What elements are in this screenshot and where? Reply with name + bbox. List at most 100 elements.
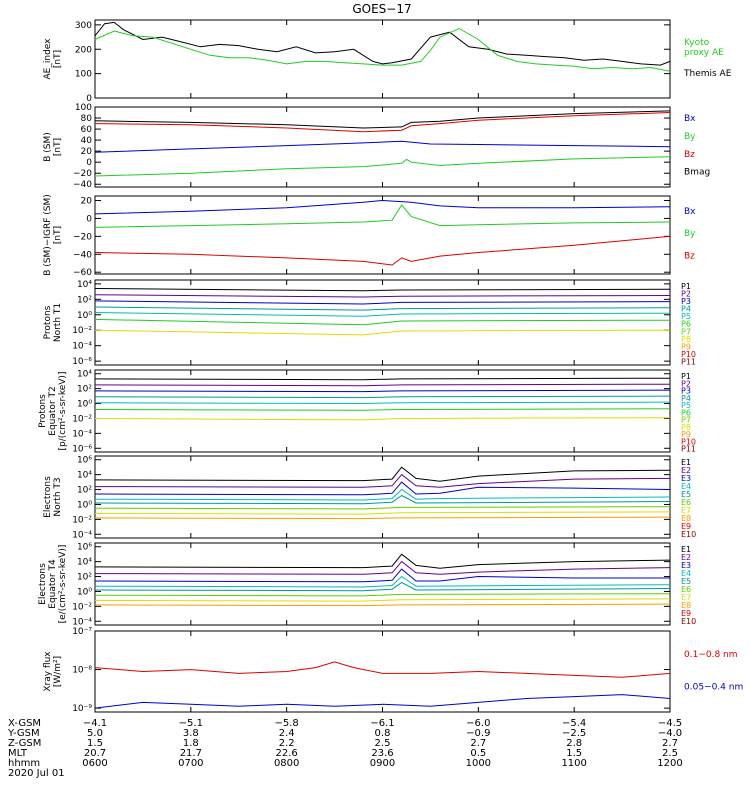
legend-p11: P11 — [681, 445, 696, 454]
ytick-label: −20 — [73, 169, 92, 179]
ephemeris-value: −6.0 — [466, 718, 490, 729]
ephemeris-row-label: X-GSM — [8, 718, 41, 729]
series-line-e4 — [94, 488, 671, 501]
ytick-label: −40 — [73, 250, 92, 260]
ephemeris-value: −5.4 — [562, 718, 586, 729]
legend-p6: P6 — [681, 320, 691, 329]
y-axis-label: AE_index — [43, 38, 53, 80]
y-axis-label: B (SM)−IGRF (SM) — [43, 194, 53, 276]
legend-by: By — [684, 229, 696, 239]
legend-p2: P2 — [681, 290, 691, 299]
ytick-label: 200 — [75, 45, 92, 55]
ephemeris-value: 0600 — [82, 758, 107, 769]
ytick-label: 10⁻⁴ — [72, 530, 92, 540]
legend-p3: P3 — [681, 387, 691, 396]
legend-00504nm: 0.05−0.4 nm — [684, 682, 743, 692]
ytick-label: 10⁻⁴ — [72, 342, 92, 352]
y-axis-label: [nT] — [53, 50, 63, 68]
series-line-p3 — [94, 300, 671, 305]
ephemeris-value: −4.5 — [658, 718, 682, 729]
series-line-e6 — [94, 506, 671, 510]
ytick-label: 10⁰ — [77, 587, 92, 597]
ytick-label: 10⁻⁶ — [72, 444, 92, 454]
legend-p9: P9 — [681, 342, 691, 351]
panel-p_north: 10⁴ 10² 10⁰ 10⁻² 10⁻⁴ 10⁻⁶ Protons North T1 P1P2… — [43, 279, 696, 367]
series-line-p2 — [94, 383, 671, 387]
series-line-e2 — [94, 473, 671, 488]
y-axis-label: B (SM) — [43, 132, 53, 162]
ytick-label: 10⁻² — [72, 602, 92, 612]
legend-p1: P1 — [681, 282, 691, 291]
ytick-label: 10⁴ — [77, 471, 92, 481]
series-line-p4 — [94, 306, 671, 311]
y-axis-label: North T1 — [53, 303, 63, 342]
panel-p_eq: 10⁴ 10² 10⁰ 10⁻² 10⁻⁴ 10⁻⁶ Protons Equator T2 [p… — [38, 369, 696, 454]
y-axis-label: [W/m²] — [53, 656, 63, 687]
y-axis-label: North T3 — [53, 477, 63, 516]
ephemeris-value: −0.9 — [466, 728, 490, 739]
ytick-label: 100 — [75, 103, 92, 113]
ytick-label: 10² — [77, 486, 92, 496]
legend-e2: E2 — [681, 466, 691, 475]
legend-e6: E6 — [681, 585, 691, 594]
series-line-p3 — [94, 389, 671, 393]
ephemeris-value: 2.2 — [279, 738, 295, 749]
series-line-e5 — [94, 581, 671, 592]
series-line-p1 — [94, 288, 671, 292]
ytick-label: 20 — [81, 147, 93, 157]
y-axis-label: Protons — [43, 305, 53, 339]
legend-p6: P6 — [681, 408, 691, 417]
series-line-bx — [94, 199, 671, 215]
series-line-bz — [94, 112, 671, 133]
ytick-label: 10⁰ — [77, 400, 92, 410]
legend-e1: E1 — [681, 458, 691, 467]
legend-p4: P4 — [681, 305, 691, 314]
ephemeris-value: 2.7 — [662, 738, 678, 749]
ephemeris-value: −2.5 — [562, 728, 586, 739]
legend-p5: P5 — [681, 401, 691, 410]
ytick-label: 10⁰ — [77, 500, 92, 510]
ephemeris-value: −5.1 — [179, 718, 203, 729]
legend-bx: Bx — [684, 114, 696, 124]
series-line-kyotoproxyae — [94, 27, 671, 72]
y-axis-label: Electrons — [43, 476, 53, 518]
legend-bz: Bz — [684, 150, 695, 160]
ytick-label: 10⁶ — [77, 456, 92, 466]
ytick-label: 60 — [81, 125, 93, 135]
y-axis-label: Equator T4 — [48, 559, 58, 609]
ephemeris-value: 2.5 — [375, 738, 391, 749]
ephemeris-value: 0900 — [370, 758, 395, 769]
ephemeris-value: −4.0 — [658, 728, 682, 739]
y-axis-label: Protons — [38, 394, 48, 428]
ephemeris-value: 0.5 — [470, 748, 486, 759]
ephemeris-value: 21.7 — [180, 748, 202, 759]
ephemeris-value: −6.1 — [370, 718, 394, 729]
legend-p8: P8 — [681, 423, 691, 432]
legend-e5: E5 — [681, 577, 691, 586]
legend-e9: E9 — [681, 522, 691, 531]
panel-frame — [94, 455, 671, 539]
legend-bz: Bz — [684, 251, 695, 261]
legend-e8: E8 — [681, 514, 691, 523]
ytick-label: −20 — [73, 232, 92, 242]
ephemeris-value: 2.8 — [566, 738, 582, 749]
panel-frame — [94, 369, 671, 453]
ephemeris-value: 1100 — [561, 758, 586, 769]
legend-p9: P9 — [681, 430, 691, 439]
series-line-p6 — [94, 408, 671, 411]
series-line-e5 — [94, 494, 671, 505]
legend-bx: Bx — [684, 207, 696, 217]
series-line-p7 — [94, 329, 671, 336]
ephemeris-value: 23.6 — [371, 748, 393, 759]
ytick-label: 300 — [75, 21, 92, 31]
legend-e6: E6 — [681, 498, 691, 507]
ephemeris-value: 1000 — [466, 758, 491, 769]
ephemeris-value: 2.5 — [662, 748, 678, 759]
legend-bmag: Bmag — [684, 168, 710, 178]
ephemeris-value: −5.8 — [275, 718, 299, 729]
legend-e1: E1 — [681, 545, 691, 554]
legend-themisae: Themis AE — [683, 69, 732, 79]
legend-e2: E2 — [681, 553, 691, 562]
series-line-e4 — [94, 575, 671, 588]
legend-kyotoproxyae: proxy AE — [684, 48, 724, 58]
